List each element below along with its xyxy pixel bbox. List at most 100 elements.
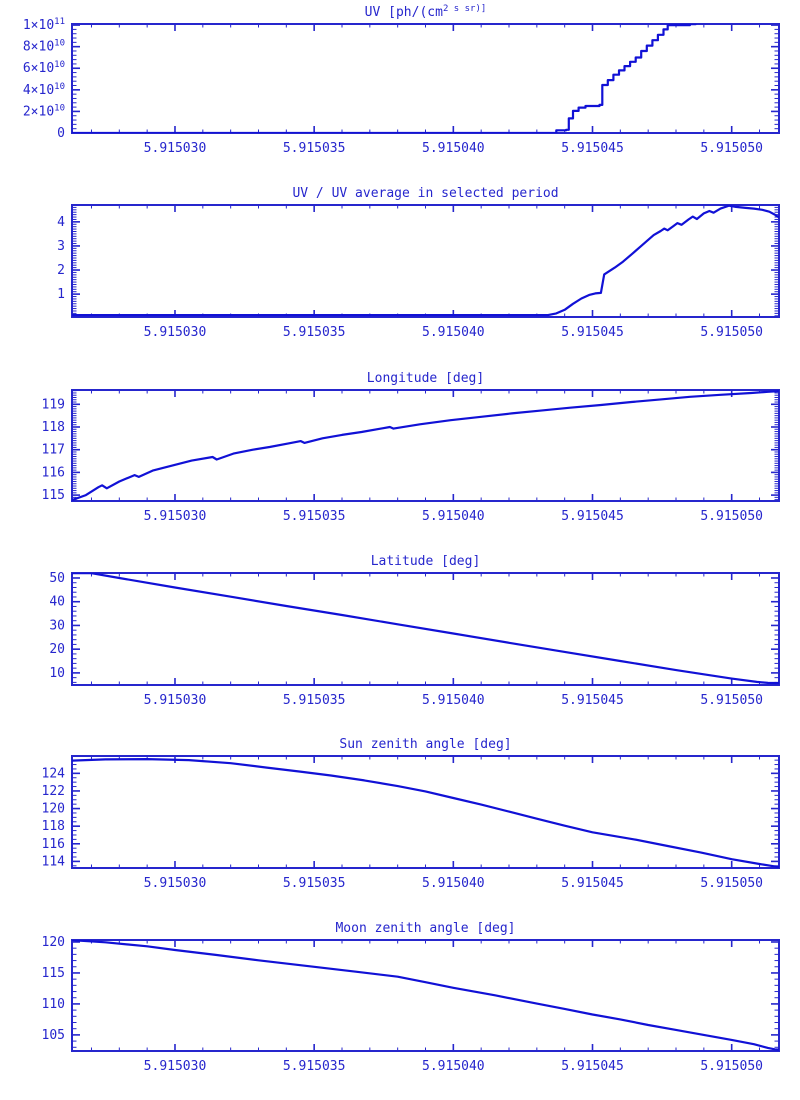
- tick-labels: 5.915030 5.915035 5.915040 5.915045 5.915050…: [42, 397, 763, 524]
- y-tick-label: 4×1010: [23, 82, 65, 98]
- x-tick-label: 5.915050: [700, 141, 763, 156]
- x-tick-label: 5.915040: [422, 1059, 485, 1074]
- x-tick-label: 5.915035: [283, 876, 346, 891]
- x-tick-label: 5.915050: [700, 325, 763, 340]
- x-tick-label: 5.915040: [422, 325, 485, 340]
- y-tick-label: 115: [42, 966, 65, 981]
- y-tick-label: 116: [42, 465, 65, 480]
- y-tick-label: 116: [42, 837, 65, 852]
- x-tick-label: 5.915035: [283, 693, 346, 708]
- data-line-uv-ratio: [72, 205, 779, 317]
- x-tick-label: 5.915045: [561, 325, 624, 340]
- tick-labels: 5.915030 5.915035 5.915040 5.915045 5.915050…: [49, 571, 763, 708]
- tick-labels: 5.915030 5.915035 5.915040 5.915045 5.915050…: [57, 215, 763, 340]
- x-tick-label: 5.915050: [700, 1059, 763, 1074]
- plot-uv: UV [ph/(cm2 s sr)]5.915030 5.915035 5.9150…: [23, 4, 780, 156]
- minor-ticks: [72, 390, 779, 501]
- x-tick-label: 5.915045: [561, 141, 624, 156]
- y-tick-label: 0: [57, 126, 65, 141]
- major-ticks: [72, 940, 779, 1051]
- minor-ticks: [72, 940, 779, 1051]
- x-tick-label: 5.915035: [283, 509, 346, 524]
- plot-longitude: Longitude [deg]5.915030 5.915035 5.915040 5…: [42, 371, 780, 524]
- x-tick-label: 5.915045: [561, 876, 624, 891]
- y-tick-label: 1×1011: [23, 17, 65, 33]
- minor-ticks: [72, 756, 779, 868]
- y-tick-label: 50: [49, 571, 65, 586]
- y-tick-label: 1: [57, 287, 65, 302]
- y-tick-label: 118: [42, 420, 65, 435]
- x-tick-label: 5.915030: [144, 876, 207, 891]
- y-tick-label: 2×1010: [23, 103, 65, 119]
- y-tick-label: 4: [57, 215, 65, 230]
- plot-title: Sun zenith angle [deg]: [339, 737, 511, 752]
- y-tick-label: 118: [42, 819, 65, 834]
- y-tick-label: 2: [57, 263, 65, 278]
- y-tick-label: 6×1010: [23, 60, 65, 76]
- x-tick-label: 5.915050: [700, 509, 763, 524]
- y-tick-label: 105: [42, 1028, 65, 1043]
- plot-title: UV / UV average in selected period: [292, 186, 558, 201]
- y-tick-label: 119: [42, 397, 65, 412]
- x-tick-label: 5.915035: [283, 1059, 346, 1074]
- plot-moon-zenith: Moon zenith angle [deg]5.915030 5.915035 5…: [42, 921, 780, 1074]
- x-tick-label: 5.915050: [700, 876, 763, 891]
- major-ticks: [72, 205, 779, 317]
- minor-ticks: [72, 204, 779, 317]
- x-tick-label: 5.915035: [283, 141, 346, 156]
- minor-ticks: [72, 572, 779, 685]
- x-tick-label: 5.915030: [144, 141, 207, 156]
- y-tick-label: 120: [42, 935, 65, 950]
- y-tick-label: 114: [42, 854, 66, 869]
- y-tick-label: 3: [57, 239, 65, 254]
- plot-title: UV [ph/(cm2 s sr)]: [365, 4, 487, 20]
- tick-labels: 5.915030 5.915035 5.915040 5.915045 5.915050…: [23, 17, 763, 156]
- y-tick-label: 115: [42, 488, 65, 503]
- plot-title: Longitude [deg]: [367, 371, 484, 386]
- y-tick-label: 124: [42, 766, 66, 781]
- tick-labels: 5.915030 5.915035 5.915040 5.915045 5.915050…: [42, 935, 763, 1074]
- x-tick-label: 5.915030: [144, 693, 207, 708]
- y-tick-label: 10: [49, 666, 65, 681]
- plot-title: Latitude [deg]: [371, 554, 481, 569]
- y-tick-label: 110: [42, 997, 65, 1012]
- y-tick-label: 8×1010: [23, 39, 65, 55]
- y-tick-label: 117: [42, 443, 65, 458]
- x-tick-label: 5.915040: [422, 693, 485, 708]
- data-line-sun-zenith: [72, 758, 779, 868]
- x-tick-label: 5.915045: [561, 1059, 624, 1074]
- x-tick-label: 5.915040: [422, 876, 485, 891]
- minor-ticks: [72, 24, 779, 133]
- x-tick-label: 5.915035: [283, 325, 346, 340]
- y-tick-label: 40: [49, 595, 65, 610]
- data-line-latitude: [72, 573, 779, 685]
- x-tick-label: 5.915050: [700, 693, 763, 708]
- x-tick-label: 5.915040: [422, 509, 485, 524]
- major-ticks: [72, 390, 779, 501]
- plot-title: Moon zenith angle [deg]: [335, 921, 515, 936]
- x-tick-label: 5.915040: [422, 141, 485, 156]
- major-ticks: [72, 24, 779, 134]
- x-tick-label: 5.915045: [561, 509, 624, 524]
- tick-labels: 5.915030 5.915035 5.915040 5.915045 5.915050…: [42, 766, 763, 891]
- data-line-moon-zenith: [72, 940, 779, 1051]
- plot-latitude: Latitude [deg]5.915030 5.915035 5.915040 5.…: [49, 554, 780, 708]
- x-tick-label: 5.915045: [561, 693, 624, 708]
- y-tick-label: 20: [49, 642, 65, 657]
- major-ticks: [72, 573, 779, 685]
- data-line-longitude: [72, 390, 779, 501]
- x-tick-label: 5.915030: [144, 509, 207, 524]
- y-tick-label: 30: [49, 618, 65, 633]
- data-line-uv: [72, 24, 697, 133]
- x-tick-label: 5.915030: [144, 1059, 207, 1074]
- x-tick-label: 5.915030: [144, 325, 207, 340]
- plot-uv-ratio: UV / UV average in selected period 5.9150…: [57, 186, 780, 340]
- y-tick-label: 120: [42, 802, 65, 817]
- plot-sun-zenith: Sun zenith angle [deg]5.915030 5.915035 5.…: [42, 737, 780, 891]
- y-tick-label: 122: [42, 784, 65, 799]
- major-ticks: [72, 756, 779, 868]
